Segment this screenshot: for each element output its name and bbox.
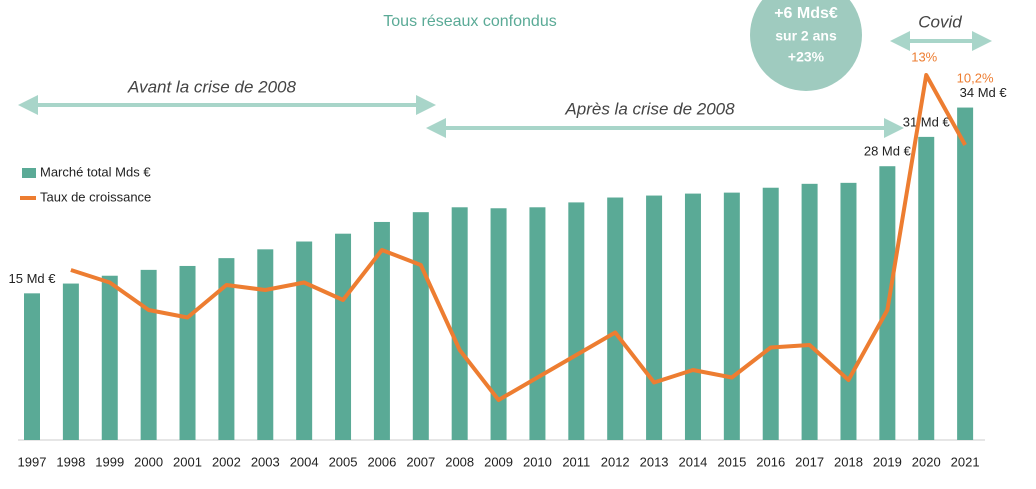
x-tick-label: 1999 [95, 454, 124, 469]
data-label: 10,2% [957, 70, 994, 85]
bar [101, 275, 118, 440]
x-tick-label: 2011 [562, 454, 590, 469]
bar [179, 265, 196, 440]
bar [24, 293, 40, 440]
bar [62, 283, 79, 440]
annotation: +23% [788, 49, 825, 65]
bar [840, 182, 857, 440]
bar [918, 136, 935, 440]
x-tick-label: 1998 [56, 454, 85, 469]
bar [762, 187, 779, 440]
bar [257, 249, 274, 440]
x-tick-label: 2007 [406, 454, 435, 469]
x-tick-label: 2018 [834, 454, 863, 469]
bar [723, 192, 740, 440]
x-tick-label: 2014 [678, 454, 707, 469]
x-tick-label: 2001 [173, 454, 202, 469]
x-tick-label: 2019 [873, 454, 902, 469]
data-label: 13% [911, 49, 937, 64]
x-tick-label: 2012 [601, 454, 630, 469]
legend-swatch [22, 168, 36, 178]
bar [490, 208, 507, 440]
annotation: Avant la crise de 2008 [127, 77, 296, 96]
legend-label: Marché total Mds € [40, 164, 151, 179]
x-tick-label: 2005 [329, 454, 358, 469]
highlight-circle [750, 0, 862, 91]
annotation: Après la crise de 2008 [564, 99, 735, 118]
x-tick-label: 2002 [212, 454, 241, 469]
x-tick-label: 2004 [290, 454, 319, 469]
x-tick-label: 2000 [134, 454, 163, 469]
bar [684, 193, 701, 440]
bar [801, 183, 818, 441]
x-tick-label: 2009 [484, 454, 513, 469]
x-tick-label: 2010 [523, 454, 552, 469]
x-tick-label: 2013 [640, 454, 669, 469]
x-tick-label: 2015 [717, 454, 746, 469]
x-tick-label: 2003 [251, 454, 280, 469]
bar [335, 233, 352, 440]
x-tick-label: 2006 [367, 454, 396, 469]
bar [529, 207, 546, 440]
line [70, 73, 967, 402]
data-label: 28 Md € [864, 144, 912, 159]
bar [412, 212, 429, 440]
bar [646, 195, 663, 440]
bar [568, 202, 585, 440]
x-tick-label: 2021 [951, 454, 980, 469]
x-tick-label: 2008 [445, 454, 474, 469]
bar [218, 258, 235, 440]
annotation: Covid [918, 12, 962, 31]
bar [140, 269, 157, 440]
x-tick-label: 2016 [756, 454, 785, 469]
chart-title: Tous réseaux confondus [383, 13, 556, 30]
data-label: 34 Md € [960, 85, 1008, 100]
bar [607, 197, 624, 440]
bar [296, 241, 313, 440]
data-label: 31 Md € [903, 114, 951, 129]
x-tick-label: 2020 [912, 454, 941, 469]
legend-label: Taux de croissance [40, 189, 151, 204]
bar [451, 207, 468, 440]
bar [373, 221, 390, 440]
data-label: 15 Md € [9, 271, 57, 286]
annotation: +6 Mds€ [774, 5, 838, 22]
annotation: sur 2 ans [775, 28, 837, 44]
x-tick-label: 1997 [18, 454, 47, 469]
bar [957, 107, 974, 441]
x-tick-label: 2017 [795, 454, 824, 469]
